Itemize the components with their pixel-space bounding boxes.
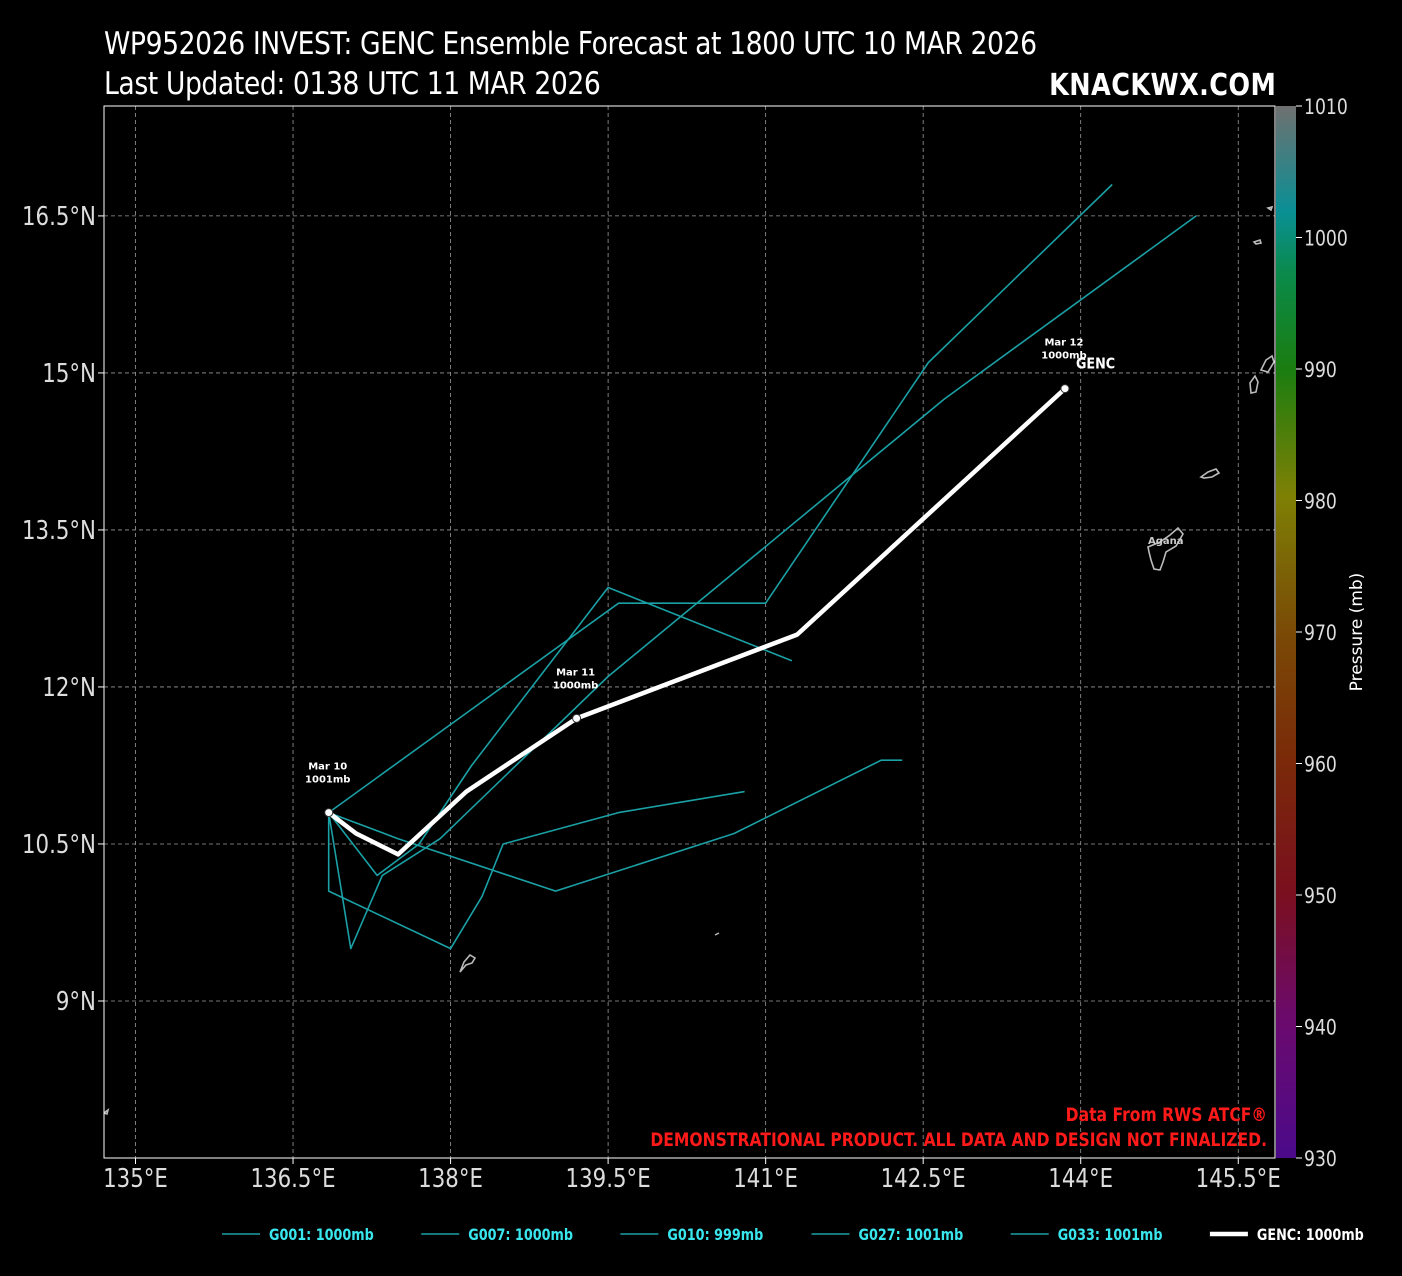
ensemble-track-g033 (327, 790, 745, 950)
guam-island (1147, 526, 1184, 571)
rota-island (1199, 468, 1221, 479)
place-label-agana: Agana (1148, 536, 1184, 547)
lon-tick-label: 136.5°E (250, 1163, 335, 1194)
coastlines (104, 205, 1275, 1116)
genc-track (326, 386, 1068, 857)
colorbar-tick-label: 960 (1304, 752, 1337, 777)
fais-islet (714, 932, 720, 936)
genc-track-line (326, 386, 1068, 857)
marker-date-label: Mar 10 (308, 762, 347, 773)
marker-pressure-label: 1000mb (1041, 351, 1086, 362)
colorbar-tick-label: 940 (1304, 1015, 1337, 1040)
tinian-island (1249, 374, 1259, 394)
legend-label: G010: 999mb (667, 1227, 763, 1245)
lat-tick-label: 16.5°N (22, 201, 96, 232)
colorbar-tick-label: 1010 (1304, 94, 1348, 119)
lon-tick-label: 145.5°E (1196, 1163, 1281, 1194)
legend-label: G033: 1001mb (1058, 1227, 1163, 1245)
lon-tick-label: 135°E (103, 1163, 168, 1194)
legend-label: G001: 1000mb (269, 1227, 374, 1245)
lat-tick-label: 13.5°N (22, 515, 96, 546)
ensemble-track-g027 (327, 215, 1197, 950)
legend-label: GENC: 1000mb (1257, 1227, 1364, 1245)
notice-data-source: Data From RWS ATCF® (1066, 1105, 1267, 1127)
lon-tick-label: 141°E (733, 1163, 798, 1194)
forecast-point (1060, 384, 1070, 394)
colorbar-tick-label: 1000 (1304, 226, 1348, 251)
colorbar-ticks: 1010 1000 990 980 970 960 950 940 930 (1296, 94, 1348, 1171)
notice-demonstrational: DEMONSTRATIONAL PRODUCT. ALL DATA AND DE… (650, 1130, 1267, 1152)
colorbar-tick-label: 950 (1304, 883, 1337, 908)
forecast-point (324, 808, 334, 818)
brand-logo: KNACKWX.COM (1048, 68, 1276, 103)
yap-fragment (104, 1108, 110, 1116)
lon-tick-label: 139.5°E (566, 1163, 651, 1194)
ensemble-tracks (327, 183, 1197, 950)
colorbar-tick-label: 990 (1304, 357, 1337, 382)
aguijan-islet (1252, 238, 1263, 245)
legend: G001: 1000mb G007: 1000mb G010: 999mb G027:… (222, 1227, 1364, 1245)
marker-pressure-label: 1001mb (305, 775, 350, 786)
lon-tick-label: 144°E (1048, 1163, 1113, 1194)
colorbar-label: Pressure (mb) (1347, 573, 1367, 692)
forecast-point (572, 713, 582, 723)
legend-label: G007: 1000mb (468, 1227, 573, 1245)
marker-date-label: Mar 11 (556, 667, 595, 678)
last-updated-subtitle: Last Updated: 0138 UTC 11 MAR 2026 (104, 66, 601, 102)
lon-tick-label: 138°E (418, 1163, 483, 1194)
legend-label: G027: 1001mb (859, 1227, 964, 1245)
genc-track-label: GENC (1076, 356, 1115, 373)
colorbar-tick-label: 930 (1304, 1146, 1337, 1171)
ulithi-atoll (459, 953, 477, 973)
saipan-island (1259, 354, 1275, 373)
plot-frame (103, 105, 1276, 1159)
pressure-colorbar (1276, 106, 1296, 1158)
colorbar-tick-label: 980 (1304, 489, 1337, 514)
lat-tick-label: 12°N (42, 672, 96, 703)
ensemble-track-g001 (328, 183, 1113, 814)
ensemble-track-g007 (328, 586, 793, 877)
marker-pressure-label: 1000mb (553, 680, 598, 691)
map-title: WP952026 INVEST: GENC Ensemble Forecast … (104, 26, 1037, 62)
farallon-islet (1266, 205, 1274, 212)
lat-lon-grid (98, 106, 1275, 1164)
lat-tick-label: 15°N (42, 358, 96, 389)
colorbar-tick-label: 970 (1304, 620, 1337, 645)
lat-tick-label: 10.5°N (22, 829, 96, 860)
ensemble-track-g010 (328, 759, 903, 892)
lon-tick-label: 142.5°E (881, 1163, 966, 1194)
marker-date-label: Mar 12 (1044, 338, 1083, 349)
lat-tick-label: 9°N (56, 986, 96, 1017)
